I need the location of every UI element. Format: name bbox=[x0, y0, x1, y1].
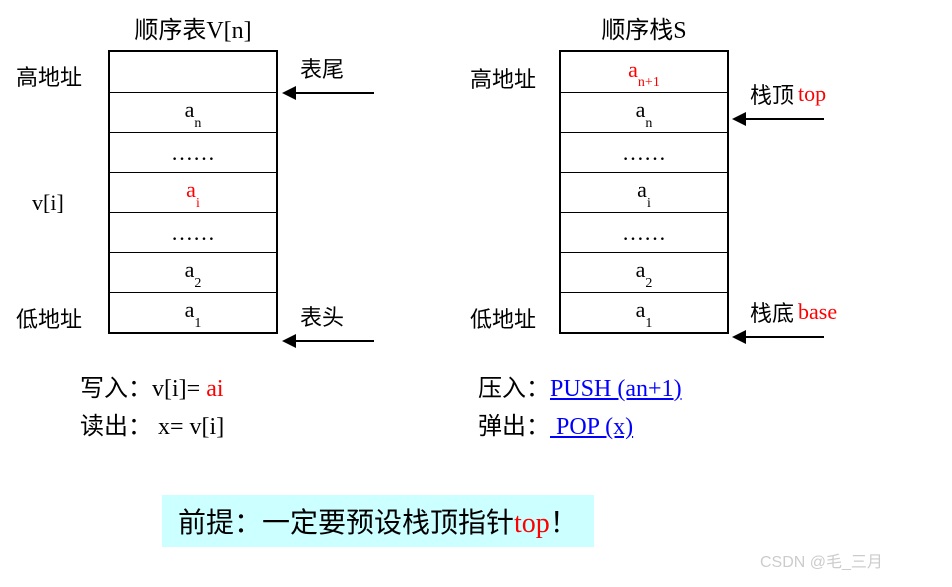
left-cell-dots1: …… bbox=[110, 132, 276, 172]
right-low-addr-label: 低地址 bbox=[470, 302, 536, 334]
left-table: a1 a2 …… ai …… an bbox=[108, 50, 278, 334]
right-ops: 压入：PUSH (an+1) 弹出： POP (x) bbox=[478, 370, 682, 446]
left-head-label: 表头 bbox=[300, 300, 344, 332]
right-op-pop: 弹出： POP (x) bbox=[478, 408, 682, 446]
left-cell-ai: ai bbox=[110, 172, 276, 212]
left-cell-a1: a1 bbox=[110, 292, 276, 332]
right-cell-dots1: …… bbox=[561, 132, 727, 172]
right-title: 顺序栈S bbox=[559, 10, 729, 45]
right-cell-ai: ai bbox=[561, 172, 727, 212]
left-cell-dots2: …… bbox=[110, 212, 276, 252]
left-title: 顺序表V[n] bbox=[108, 10, 278, 45]
left-tail-arrow bbox=[284, 92, 374, 94]
left-tail-label: 表尾 bbox=[300, 52, 344, 84]
left-cell-a2: a2 bbox=[110, 252, 276, 292]
right-base-arrow bbox=[734, 336, 824, 338]
left-low-addr-label: 低地址 bbox=[16, 302, 82, 334]
left-op-read: 读出： x= v[i] bbox=[80, 408, 224, 446]
right-op-push: 压入：PUSH (an+1) bbox=[478, 370, 682, 408]
left-op-write: 写入：v[i]= ai bbox=[80, 370, 224, 408]
footer-note: 前提：一定要预设栈顶指针top！ bbox=[162, 495, 594, 547]
right-high-addr-label: 高地址 bbox=[470, 62, 536, 94]
left-head-arrow bbox=[284, 340, 374, 342]
right-cell-a1: a1 bbox=[561, 292, 727, 332]
right-cell-anp1: an+1 bbox=[561, 52, 727, 92]
left-cell-blank bbox=[110, 52, 276, 92]
right-top-label: 栈顶top bbox=[750, 78, 826, 110]
left-mid-label: v[i] bbox=[32, 190, 64, 216]
left-ops: 写入：v[i]= ai 读出： x= v[i] bbox=[80, 370, 224, 446]
right-base-label: 栈底base bbox=[750, 296, 837, 328]
left-high-addr-label: 高地址 bbox=[16, 60, 82, 92]
left-cell-an: an bbox=[110, 92, 276, 132]
right-table: a1 a2 …… ai …… an an+1 bbox=[559, 50, 729, 334]
watermark: CSDN @毛_三月 bbox=[760, 548, 883, 572]
right-cell-an: an bbox=[561, 92, 727, 132]
right-cell-dots2: …… bbox=[561, 212, 727, 252]
right-cell-a2: a2 bbox=[561, 252, 727, 292]
right-top-arrow bbox=[734, 118, 824, 120]
